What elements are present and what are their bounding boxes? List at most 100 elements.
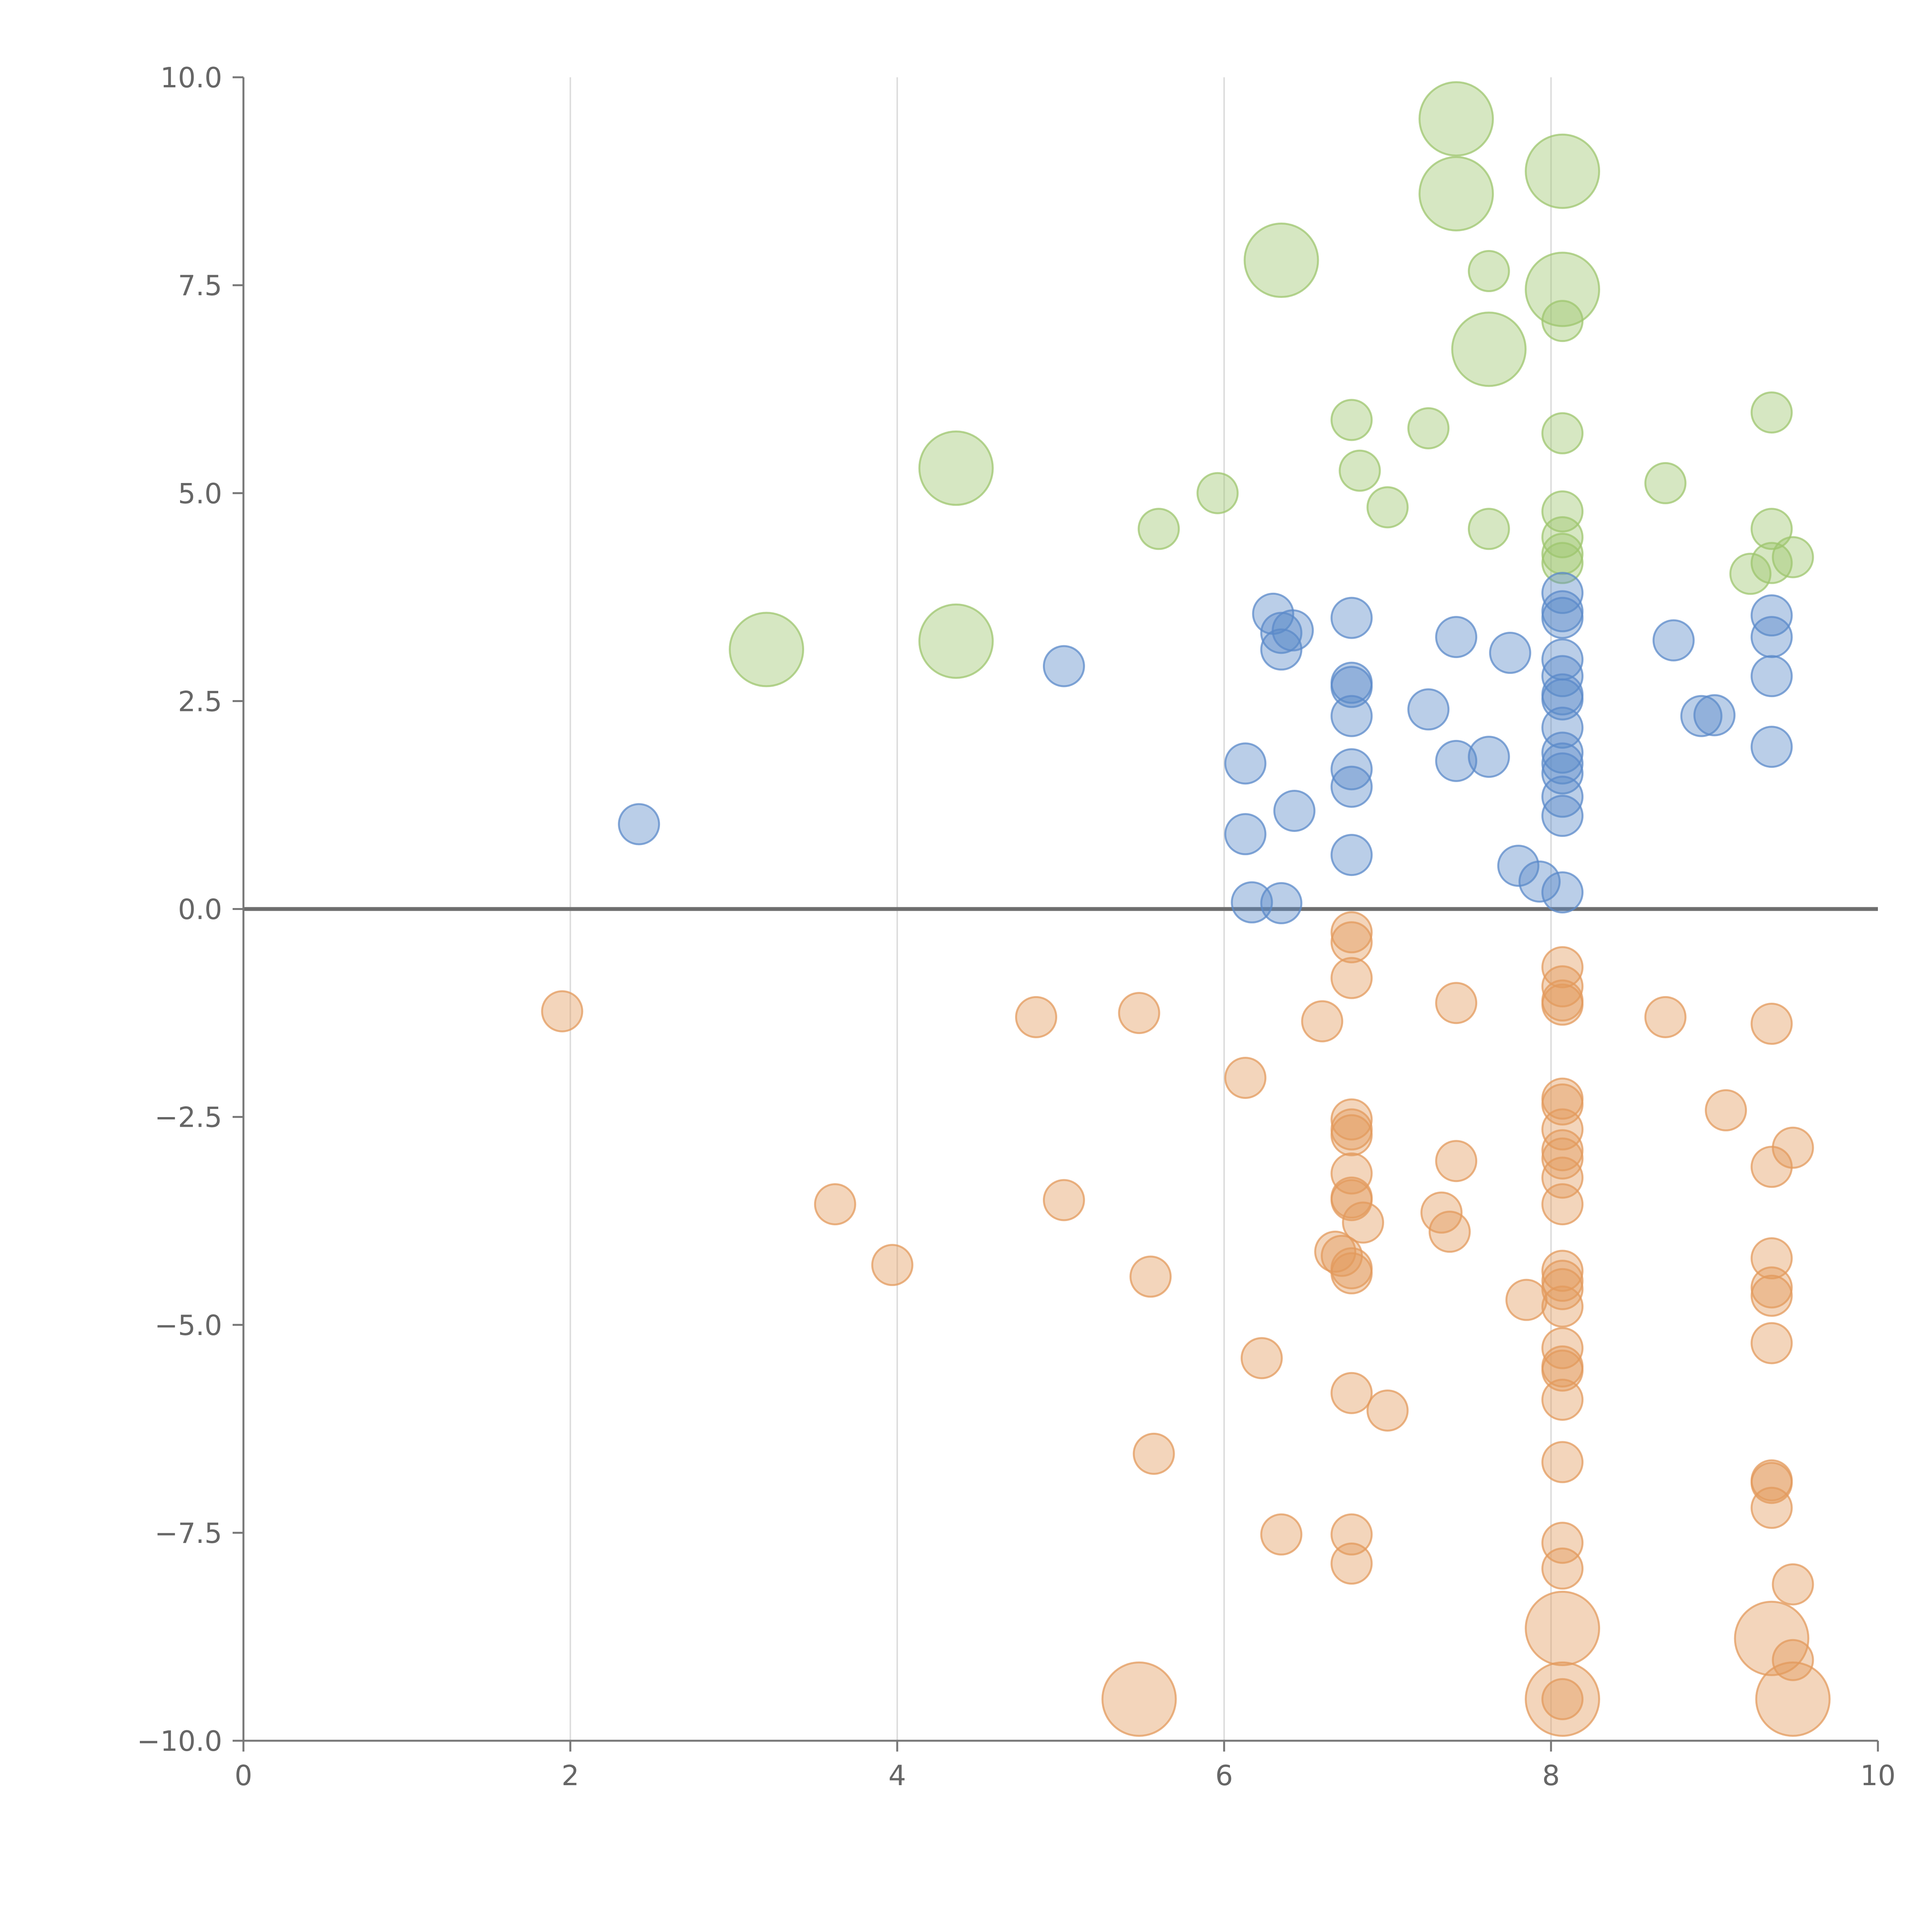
data-point-green	[1750, 391, 1793, 434]
data-point-orange	[1734, 1600, 1810, 1676]
data-point-orange	[1260, 1513, 1303, 1556]
data-point-orange	[1240, 1337, 1283, 1379]
data-point-orange	[1750, 1003, 1793, 1045]
data-point-orange	[1330, 1372, 1373, 1414]
data-point-orange	[1750, 1486, 1793, 1529]
data-point-blue	[1043, 645, 1085, 687]
data-point-green	[1644, 462, 1687, 504]
x-tick-label: 6	[1215, 1759, 1233, 1792]
data-point-orange	[1314, 1230, 1357, 1273]
x-tick-label: 0	[235, 1759, 252, 1792]
data-point-blue	[1693, 694, 1736, 736]
data-point-orange	[1750, 1462, 1793, 1504]
data-point-green	[1525, 133, 1600, 209]
data-point-green	[1541, 412, 1584, 454]
data-point-green	[1541, 542, 1584, 584]
data-point-blue	[1541, 655, 1584, 697]
data-point-orange	[1133, 1432, 1175, 1475]
data-point-orange	[1342, 1201, 1384, 1244]
data-point-blue	[618, 803, 660, 845]
data-point-blue	[1652, 619, 1695, 662]
data-point-blue	[1750, 616, 1793, 658]
data-point-blue	[1224, 742, 1267, 785]
data-point-orange	[1541, 1327, 1584, 1369]
data-point-orange	[1435, 1140, 1478, 1182]
data-point-green	[1196, 472, 1239, 514]
data-point-blue	[1541, 794, 1584, 837]
tick-labels: 0 2 4 6 8 10 10.0 7.5 5.0 2.5 0.0 −2.5 −5.0 −7.5 −10.0	[137, 61, 1895, 1792]
data-point-green	[729, 612, 804, 687]
x-tick-label: 8	[1542, 1759, 1560, 1792]
data-point-green	[1451, 311, 1527, 387]
data-point-orange	[1330, 1513, 1373, 1556]
data-point-blue	[1224, 813, 1267, 855]
data-point-green	[1366, 486, 1409, 529]
data-point-blue	[1750, 655, 1793, 697]
data-point-orange	[1750, 1237, 1793, 1280]
data-point-green	[1418, 81, 1494, 157]
data-point-green	[1750, 508, 1793, 550]
data-point-green	[1541, 532, 1584, 575]
data-point-orange	[1772, 1639, 1814, 1681]
data-point-orange	[1330, 1252, 1373, 1294]
data-point-blue	[1750, 726, 1793, 768]
data-point-orange	[871, 1244, 913, 1286]
data-point-orange	[1525, 1590, 1600, 1666]
data-point-blue	[1541, 871, 1584, 913]
data-point-orange	[1750, 1146, 1793, 1188]
data-point-blue	[1680, 695, 1723, 737]
data-point-green	[918, 603, 994, 679]
data-point-green	[1138, 508, 1180, 550]
data-point-orange	[1330, 1098, 1373, 1141]
data-point-green	[1541, 490, 1584, 533]
data-point-orange	[1541, 1547, 1584, 1590]
data-point-green	[1468, 508, 1510, 550]
data-point-orange	[1772, 1563, 1814, 1605]
data-point-blue	[1330, 765, 1373, 808]
data-point-orange	[1541, 1378, 1584, 1421]
y-tick-label: −7.5	[155, 1517, 222, 1549]
data-point-blue	[1541, 742, 1584, 785]
data-point-blue	[1231, 881, 1273, 923]
data-point-orange	[1330, 921, 1373, 964]
data-point-blue	[1750, 594, 1793, 637]
y-tick-label: 5.0	[178, 477, 222, 510]
data-point-blue	[1541, 752, 1584, 795]
data-point-green	[1541, 300, 1584, 342]
data-point-blue	[1435, 740, 1478, 782]
x-tick-label: 4	[888, 1759, 906, 1792]
data-point-green	[1407, 407, 1450, 449]
y-tick-label: 10.0	[160, 61, 222, 94]
data-point-orange	[1750, 1322, 1793, 1364]
data-point-orange	[1750, 1274, 1793, 1317]
data-point-orange	[1541, 1285, 1584, 1328]
y-tick-label: −5.0	[155, 1309, 222, 1342]
y-tick-label: 7.5	[178, 269, 222, 302]
data-point-orange	[1541, 1083, 1584, 1126]
x-tick-label: 10	[1860, 1759, 1896, 1792]
data-point-green	[1243, 223, 1319, 298]
data-point-blue	[1497, 845, 1539, 887]
data-point-green	[1525, 252, 1600, 327]
data-point-blue	[1330, 597, 1373, 639]
data-point-blue	[1489, 632, 1531, 674]
data-point-green	[918, 430, 994, 506]
data-point-orange	[1118, 992, 1160, 1034]
data-point-blue	[1330, 695, 1373, 737]
data-point-orange	[1301, 1000, 1344, 1043]
data-point-blue	[1541, 597, 1584, 639]
data-point-orange	[814, 1183, 856, 1226]
data-point-orange	[1330, 957, 1373, 999]
data-point-orange	[1541, 965, 1584, 1008]
data-point-blue	[1272, 609, 1314, 651]
data-point-orange	[1129, 1255, 1172, 1298]
data-point-blue	[1330, 748, 1373, 791]
data-point-green	[1729, 553, 1772, 595]
data-point-blue	[1330, 834, 1373, 876]
data-point-blue	[1273, 790, 1316, 832]
data-point-green	[1468, 250, 1510, 293]
data-point-orange	[1330, 1543, 1373, 1585]
data-point-orange	[1224, 1056, 1267, 1099]
data-points	[541, 81, 1831, 1737]
